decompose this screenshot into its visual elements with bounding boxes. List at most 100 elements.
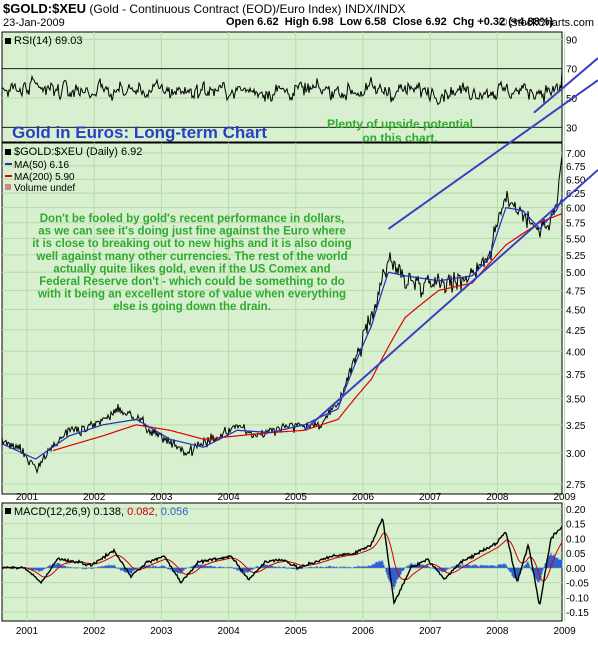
price-tick-label: 6.75 <box>566 162 586 173</box>
header-ohlc: Open 6.62 High 6.98 Low 6.58 Close 6.92 … <box>226 16 553 28</box>
header-low: Low 6.58 <box>339 16 387 28</box>
price-series <box>1 155 563 475</box>
price-tick-label: 3.75 <box>566 370 586 381</box>
watermark: © StockCharts.com <box>499 17 594 29</box>
price-tick-label: 5.25 <box>566 251 586 262</box>
price-x-tick-label: 2004 <box>217 492 240 503</box>
header-change: Chg +0.32 (+4.88%) <box>452 16 554 28</box>
annotation-body-line: Don't be fooled by gold's recent perform… <box>40 213 345 225</box>
header-close: Close 6.92 <box>392 16 447 28</box>
volume-legend-swatch <box>5 184 11 190</box>
rsi-tick-label: 30 <box>566 123 578 134</box>
price-grid <box>2 143 566 494</box>
price-ticks: 7.00 6.75 6.50 6.25 6.00 5.75 5.50 5.25 5.00 4.75… <box>566 149 586 491</box>
macd-x-axis: 2001 2002 2003 2004 2005 2006 2007 2008 2009 <box>16 626 576 637</box>
macd-x-tick-label: 2001 <box>16 626 39 637</box>
macd-x-tick-label: 2008 <box>486 626 509 637</box>
price-x-tick-label: 2007 <box>419 492 442 503</box>
macd-legend-swatch <box>5 508 11 514</box>
volume-legend-label: Volume undef <box>14 183 75 194</box>
annotation-body: Don't be fooled by gold's recent perform… <box>32 213 351 313</box>
annotation-body-line: Federal Reserve don't - which could be s… <box>39 276 345 288</box>
annotation-body-line: actually quite likes gold, even if the U… <box>53 263 330 275</box>
macd-label-hist: 0.056 <box>161 506 189 518</box>
macd-tick-label: 0.20 <box>566 505 586 516</box>
rsi-panel: 90705030 RSI(14) 69.03 <box>1 31 578 143</box>
price-x-tick-label: 2006 <box>352 492 375 503</box>
macd-panel: 0.20 0.15 0.10 0.05 0.00 -0.05 -0.10 -0.15 MACD… <box>1 502 589 637</box>
macd-legend: MACD(12,26,9) 0.138, 0.082, 0.056 <box>5 506 188 518</box>
annotation-upside-line2: on this chart. <box>362 131 437 145</box>
price-panel-background <box>1 142 563 495</box>
price-tick-label: 3.25 <box>566 421 586 432</box>
macd-x-tick-label: 2003 <box>150 626 173 637</box>
header-description: (Gold - Continuous Contract (EOD)/Euro I… <box>89 2 342 16</box>
annotations: Gold in Euros: Long-term Chart Plenty of… <box>12 117 473 313</box>
rsi-tick-label: 70 <box>566 65 578 76</box>
price-x-tick-label: 2009 <box>553 492 576 503</box>
macd-x-tick-label: 2002 <box>83 626 106 637</box>
macd-label-signal: 0.082, <box>127 506 158 518</box>
annotation-body-line: as we can see it's doing just fine again… <box>38 226 346 238</box>
macd-tick-label: 0.15 <box>566 520 586 531</box>
price-x-tick-label: 2001 <box>16 492 39 503</box>
price-tick-label: 4.25 <box>566 326 586 337</box>
price-tick-label: 4.75 <box>566 286 586 297</box>
price-legend: $GOLD:$XEU (Daily) 6.92 MA(50) 6.16 MA(2… <box>5 146 142 194</box>
macd-x-tick-label: 2009 <box>553 626 576 637</box>
price-tick-label: 4.00 <box>566 347 586 358</box>
price-tick-label: 2.75 <box>566 480 586 491</box>
price-tick-label: 4.50 <box>566 306 586 317</box>
price-x-axis: 2001 2002 2003 2004 2005 2006 2007 2008 2009 <box>16 492 576 503</box>
trendline-lower-channel <box>303 169 598 432</box>
price-tick-label: 7.00 <box>566 149 586 160</box>
rsi-label: RSI(14) 69.03 <box>14 35 82 47</box>
price-tick-label: 6.00 <box>566 204 586 215</box>
annotation-body-line: with it being an excellent store of valu… <box>37 289 346 301</box>
header-symbol: $GOLD:$XEU <box>3 1 87 16</box>
rsi-panel-background <box>1 31 563 143</box>
annotation-upside-line1: Plenty of upside potential <box>327 117 473 131</box>
trendline-rsi-support <box>533 57 598 114</box>
macd-ticks: 0.20 0.15 0.10 0.05 0.00 -0.05 -0.10 -0.15 <box>566 505 589 619</box>
ma50-line <box>1 198 563 460</box>
annotation-body-line: else is going down the drain. <box>113 301 271 313</box>
price-legend-symbol: $GOLD:$XEU (Daily) 6.92 <box>14 146 142 158</box>
macd-tick-label: 0.10 <box>566 534 586 545</box>
price-tick-label: 3.50 <box>566 395 586 406</box>
price-legend-swatch <box>5 149 11 155</box>
price-x-tick-label: 2005 <box>285 492 308 503</box>
price-tick-label: 5.00 <box>566 268 586 279</box>
macd-x-tick-label: 2004 <box>217 626 240 637</box>
macd-x-tick-label: 2005 <box>285 626 308 637</box>
trendlines <box>303 57 598 432</box>
price-x-tick-label: 2002 <box>83 492 106 503</box>
price-x-tick-label: 2008 <box>486 492 509 503</box>
macd-tick-label: -0.05 <box>566 579 589 590</box>
price-tick-label: 6.50 <box>566 175 586 186</box>
rsi-legend: RSI(14) 69.03 <box>5 35 82 47</box>
header-title: $GOLD:$XEU (Gold - Continuous Contract (… <box>3 1 406 16</box>
macd-label-main: MACD(12,26,9) 0.138, <box>14 506 124 518</box>
macd-histogram <box>3 552 563 590</box>
macd-legend-text: MACD(12,26,9) 0.138, 0.082, 0.056 <box>14 506 188 518</box>
annotation-title: Gold in Euros: Long-term Chart <box>12 123 267 142</box>
header-high: High 6.98 <box>284 16 334 28</box>
rsi-legend-swatch <box>5 38 11 44</box>
price-panel: 7.00 6.75 6.50 6.25 6.00 5.75 5.50 5.25 5.00 4.75… <box>1 142 586 503</box>
rsi-tick-label: 90 <box>566 35 578 46</box>
price-tick-label: 3.00 <box>566 449 586 460</box>
price-tick-label: 5.75 <box>566 219 586 230</box>
macd-tick-label: 0.05 <box>566 549 586 560</box>
macd-x-tick-label: 2007 <box>419 626 442 637</box>
rsi-grid <box>2 32 566 142</box>
macd-tick-label: -0.10 <box>566 593 589 604</box>
price-x-tick-label: 2003 <box>150 492 173 503</box>
annotation-body-line: well against many other currencies. The … <box>35 251 347 263</box>
rsi-line <box>1 70 563 106</box>
macd-tick-label: -0.15 <box>566 608 589 619</box>
header-exchange: INDX/INDX <box>344 2 406 16</box>
header-open: Open 6.62 <box>226 16 279 28</box>
